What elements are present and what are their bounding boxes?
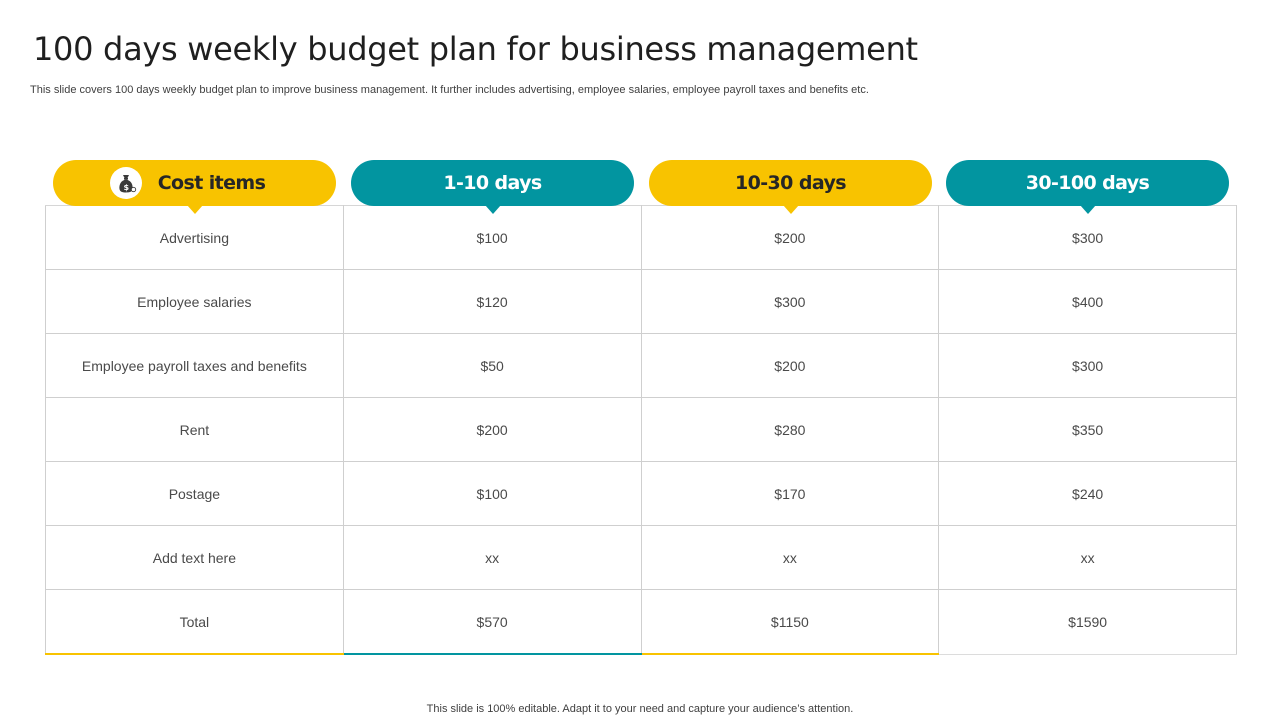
pointer-notch: [484, 205, 501, 214]
cost-item-cell: Postage: [45, 461, 344, 526]
value-cell: $200: [640, 333, 940, 398]
pointer-notch: [1079, 205, 1096, 214]
value-cell: $300: [938, 333, 1237, 398]
header-30-100-days: 30-100 days: [946, 160, 1229, 214]
total-value-cell: $570: [342, 589, 642, 655]
cost-item-cell: Rent: [45, 397, 344, 462]
page-title: 100 days weekly budget plan for business…: [33, 30, 918, 68]
table-row: Employee salaries $120 $300 $400: [45, 269, 1237, 334]
table-row: Postage $100 $170 $240: [45, 461, 1237, 526]
cost-item-cell: Advertising: [45, 205, 344, 270]
value-cell: $300: [640, 269, 940, 334]
header-10-30-days: 10-30 days: [649, 160, 932, 214]
value-cell: xx: [342, 525, 642, 590]
value-cell: $120: [342, 269, 642, 334]
value-cell: $50: [342, 333, 642, 398]
total-value-cell: $1150: [640, 589, 940, 655]
value-cell: $280: [640, 397, 940, 462]
pointer-notch: [782, 205, 799, 214]
budget-table: Advertising $100 $200 $300 Employee sala…: [45, 205, 1237, 655]
value-cell: $170: [640, 461, 940, 526]
footer-note: This slide is 100% editable. Adapt it to…: [426, 703, 854, 715]
total-row: Total $570 $1150 $1590: [45, 589, 1237, 655]
value-cell: $300: [938, 205, 1237, 270]
value-cell: $240: [938, 461, 1237, 526]
cost-item-cell: Add text here: [45, 525, 344, 590]
value-cell: $400: [938, 269, 1237, 334]
pointer-notch: [186, 205, 203, 214]
cost-item-cell: Total: [45, 589, 344, 655]
header-cost-items: $ Cost items: [53, 160, 336, 214]
cost-item-cell: Employee salaries: [45, 269, 344, 334]
header-1-10-days: 1-10 days: [351, 160, 634, 214]
value-cell: $200: [342, 397, 642, 462]
table-row: Rent $200 $280 $350: [45, 397, 1237, 462]
header-label: 30-100 days: [1025, 172, 1150, 194]
money-bag-icon: $: [109, 167, 142, 199]
table-row: Add text here xx xx xx: [45, 525, 1237, 590]
value-cell: $100: [342, 205, 642, 270]
page-subtitle: This slide covers 100 days weekly budget…: [30, 84, 869, 96]
svg-text:$: $: [123, 183, 129, 192]
cost-item-cell: Employee payroll taxes and benefits: [45, 333, 344, 398]
table-row: Advertising $100 $200 $300: [45, 205, 1237, 270]
header-label: 10-30 days: [735, 172, 847, 194]
header-label: Cost items: [157, 172, 266, 194]
value-cell: $100: [342, 461, 642, 526]
table-row: Employee payroll taxes and benefits $50 …: [45, 333, 1237, 398]
header-label: 1-10 days: [443, 172, 542, 194]
total-value-cell: $1590: [938, 589, 1237, 655]
value-cell: $200: [640, 205, 940, 270]
value-cell: xx: [640, 525, 940, 590]
value-cell: xx: [938, 525, 1237, 590]
value-cell: $350: [938, 397, 1237, 462]
